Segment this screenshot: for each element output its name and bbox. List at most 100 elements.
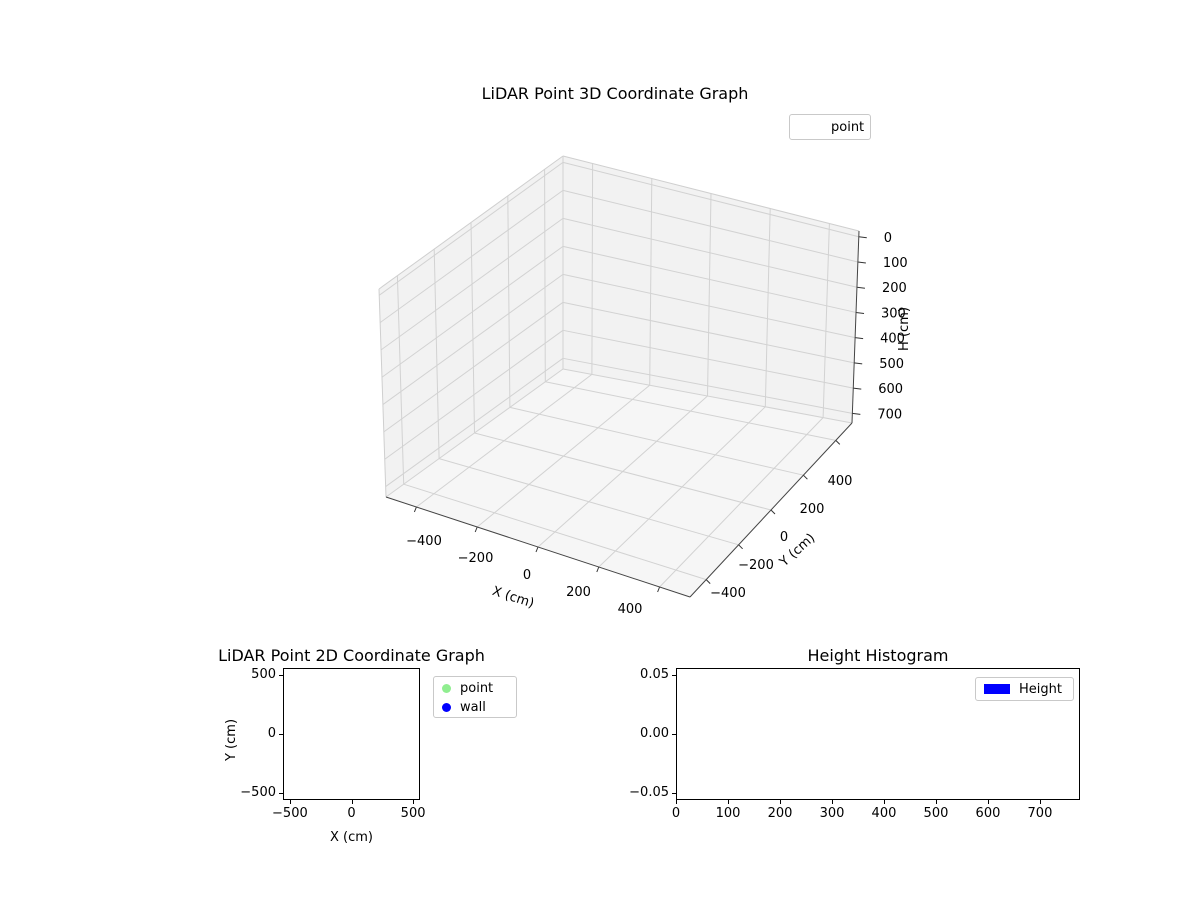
plot3d-canvas: 0100200300400500600700−400−2000200400−40… [378,155,912,617]
y-tick [279,674,283,676]
height-bar-swatch-icon [984,684,1010,694]
x-tick-label: 700 [1027,806,1053,821]
x-tick-label: 0 [523,568,531,583]
x-tick [535,546,539,553]
plot2d-title: LiDAR Point 2D Coordinate Graph [218,646,485,665]
h-tick-label: 0 [884,231,892,246]
x-tick [779,800,781,804]
gridline-x [707,193,712,397]
x-tick [676,800,677,804]
gridline-y [545,381,836,441]
y-tick [672,793,676,795]
point-marker-icon [442,684,451,693]
wall-marker-icon [442,703,451,712]
x-tick [1039,800,1041,804]
y-tick-label: 0 [780,530,788,545]
y-tick-label: 400 [828,474,853,489]
x-tick [883,800,885,804]
legend-label-point: point [460,681,494,696]
h-tick [854,362,863,365]
h-tick-label: 400 [880,332,905,347]
legend-entry-point: point [790,115,870,139]
gridline-x [822,223,830,418]
gridline-y [470,222,475,434]
hist-legend: Height [975,677,1074,701]
y-tick [738,544,743,550]
x-tick [596,566,600,573]
x-tick [413,800,415,804]
edge [378,155,564,290]
h-tick-label: 600 [878,382,903,397]
edge [562,155,860,232]
y-tick-label: 0.00 [640,726,669,741]
legend-label-point: point [831,119,865,135]
edge [378,288,387,498]
y-tick [672,734,676,735]
x-tick-label: 500 [923,806,949,821]
gridline-x [591,163,594,375]
x-axis-label: X (cm) [490,584,536,612]
y-tick-label: −0.05 [629,785,669,801]
y-tick-label: 0.05 [640,666,669,682]
y-tick-label: −400 [710,586,746,601]
x-tick-label: 0 [671,806,681,821]
h-tick [857,261,866,264]
gridline-y [507,195,511,408]
x-tick [831,800,833,804]
h-tick-label: 700 [877,407,902,422]
y-tick [279,734,283,735]
x-tick-label: 300 [819,806,845,821]
plot3d-legend: point [789,114,871,140]
x-tick-label: −500 [272,806,308,821]
y-tick-label: 200 [800,502,825,517]
plot2d-xlabel: X (cm) [330,830,373,845]
x-tick [657,586,661,593]
x-tick-label: −200 [458,551,494,566]
y-tick [705,579,711,584]
h-tick-label: 300 [881,306,906,321]
x-tick-label: 100 [715,806,741,821]
x-axis-line [385,496,691,598]
h-axis-line [851,230,860,424]
gridline-y [438,458,739,546]
pane-left [379,156,563,497]
legend-label-wall: wall [460,700,486,715]
gridline-y [474,432,772,511]
x-tick [987,800,989,804]
y-axis-line [689,422,853,598]
gridline-y [433,249,440,459]
y-tick [672,674,676,676]
legend-entry-wall: wall [434,698,516,717]
pane-right [563,156,859,423]
y-tick-label: −500 [240,785,276,801]
legend-label-height: Height [1019,681,1062,697]
x-tick-label: 400 [871,806,897,821]
x-tick [413,506,417,513]
plot2d-legend: point wall [433,676,517,718]
y-tick [770,509,776,515]
gridline-y [403,483,707,581]
x-tick-label: 400 [618,602,643,617]
gridline-x [764,208,771,407]
h-tick [852,412,861,415]
h-axis-label: H (cm) [897,307,912,351]
y-tick [803,474,808,480]
legend-entry-point: point [434,679,516,698]
plot2d-axes [283,668,420,800]
h-tick [858,236,867,239]
y-tick [835,440,841,445]
gridline-y [509,406,804,476]
x-tick-label: 0 [347,806,356,821]
h-tick [853,387,862,390]
x-tick-label: 200 [566,585,591,600]
x-tick [935,800,937,804]
x-tick [474,526,478,533]
x-tick-label: 200 [767,806,793,821]
y-tick-label: 0 [267,726,276,741]
edge [562,368,853,424]
x-tick-label: 500 [400,806,426,821]
x-tick [727,800,729,804]
legend-entry-height: Height [976,678,1073,700]
h-tick [855,311,865,314]
